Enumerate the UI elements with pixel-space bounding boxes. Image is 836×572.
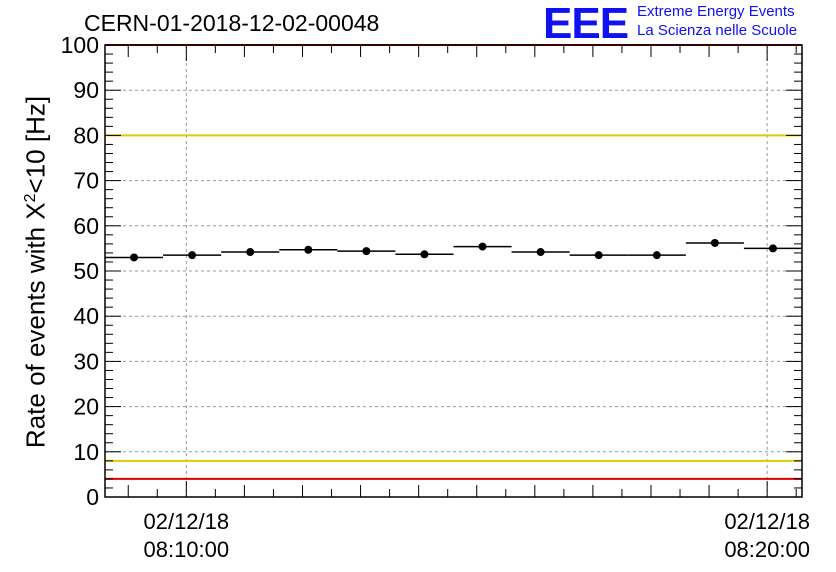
chart-title: CERN-01-2018-12-02-00048 bbox=[84, 10, 380, 36]
reference-lines bbox=[105, 44, 802, 480]
data-point bbox=[420, 250, 429, 259]
data-point bbox=[652, 251, 661, 260]
data-point bbox=[304, 245, 313, 254]
y-tick-label: 30 bbox=[73, 348, 99, 374]
x-tick-label-0810: 02/12/18 08:10:00 bbox=[143, 508, 229, 564]
logo-line-2: La Scienza nelle Scuole bbox=[637, 22, 798, 39]
data-point bbox=[536, 248, 545, 257]
x-tick-label-0820: 02/12/18 08:20:00 bbox=[724, 508, 810, 564]
data-point bbox=[768, 244, 777, 253]
eee-logo-text: Extreme Energy Events La Scienza nelle S… bbox=[637, 2, 797, 40]
y-tick-label: 50 bbox=[73, 258, 99, 284]
data-points bbox=[105, 238, 802, 262]
y-label-prefix: Rate of events with X bbox=[20, 202, 51, 449]
x-tick-time: 08:10:00 bbox=[143, 537, 230, 562]
y-tick-label: 80 bbox=[73, 122, 99, 148]
data-point bbox=[246, 248, 255, 257]
y-tick-label: 40 bbox=[73, 303, 99, 329]
x-tick-date: 02/12/18 bbox=[143, 509, 230, 534]
y-label-superscript: 2 bbox=[21, 193, 39, 203]
grid-lines bbox=[105, 45, 802, 497]
data-point bbox=[710, 238, 719, 247]
data-point bbox=[188, 251, 197, 260]
data-point bbox=[478, 242, 487, 251]
y-tick-label: 0 bbox=[86, 484, 99, 510]
data-point bbox=[594, 251, 603, 260]
y-tick-label: 90 bbox=[73, 77, 99, 103]
logo-line-1: Extreme Energy Events bbox=[637, 3, 795, 20]
axis-ticks bbox=[105, 44, 802, 498]
y-tick-label: 20 bbox=[73, 394, 99, 420]
x-tick-date: 02/12/18 bbox=[724, 509, 810, 534]
data-point bbox=[130, 253, 139, 262]
y-tick-label: 60 bbox=[73, 213, 99, 239]
y-tick-label: 70 bbox=[73, 168, 99, 194]
y-tick-labels: 0 10 20 30 40 50 60 70 80 90 100 bbox=[61, 32, 99, 510]
y-axis-label: Rate of events with X2<10 [Hz] bbox=[21, 96, 52, 448]
x-tick-time: 08:20:00 bbox=[724, 537, 810, 562]
y-tick-label: 10 bbox=[73, 439, 99, 465]
data-point bbox=[362, 247, 371, 256]
y-label-suffix: <10 [Hz] bbox=[20, 95, 51, 194]
y-tick-label: 100 bbox=[61, 32, 99, 58]
eee-logo: EEE bbox=[543, 0, 629, 48]
